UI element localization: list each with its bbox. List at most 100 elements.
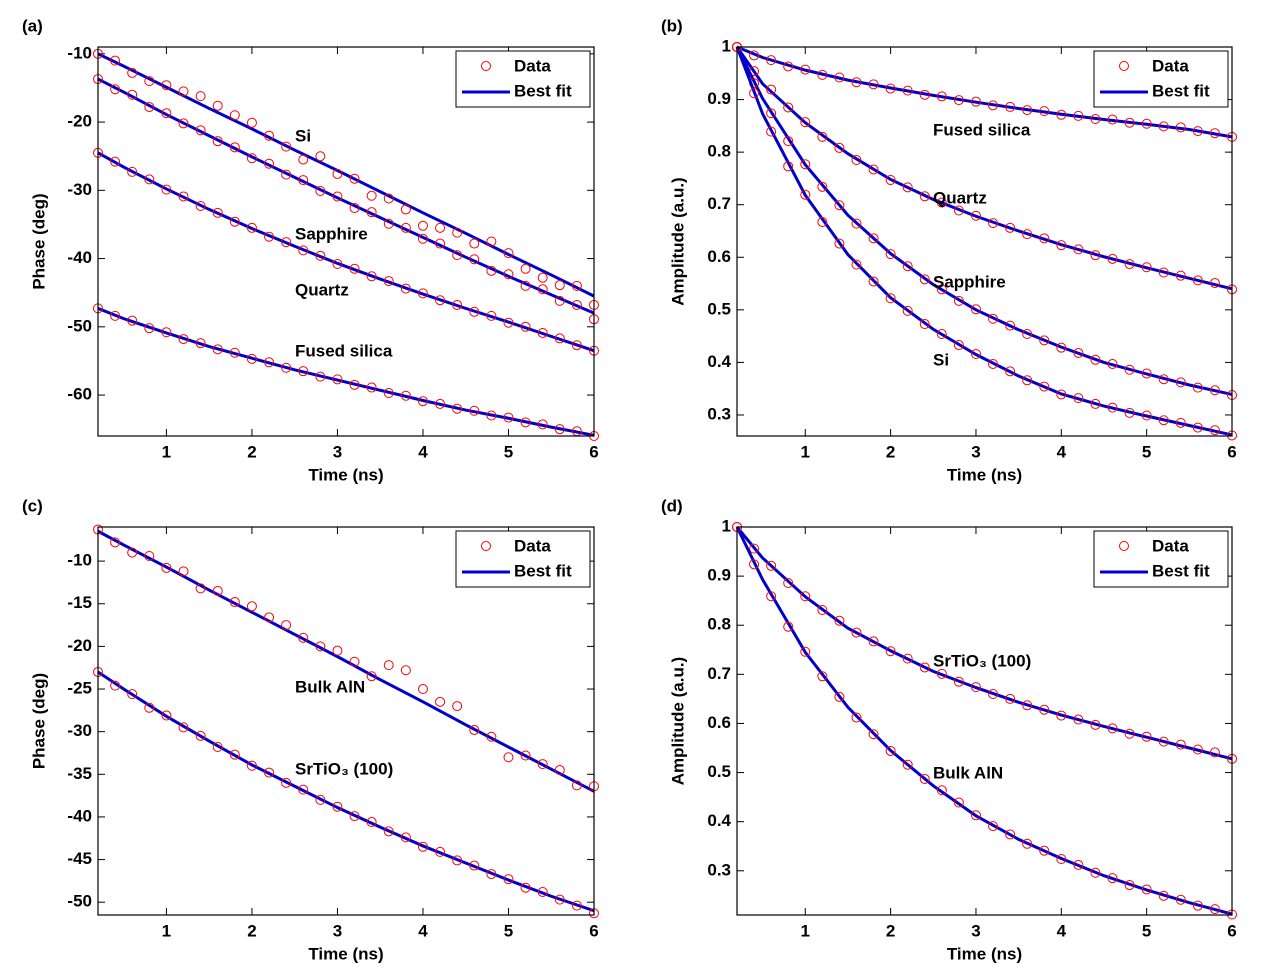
x-tick-label: 3 [333,921,342,940]
data-point [332,374,343,385]
data-point [1158,890,1169,901]
data-point [435,696,446,707]
y-tick-label: 1 [722,516,731,535]
data-point [936,785,947,796]
data-point [400,283,411,294]
data-point [1124,728,1135,739]
data-point [537,272,548,283]
data-point [144,323,155,334]
data-point [1141,410,1152,421]
data-point [161,108,172,119]
series-label: Si [295,126,311,145]
data-point [766,84,777,95]
data-point [817,69,828,80]
x-tick-label: 3 [971,921,980,940]
data-point [349,379,360,390]
x-tick-label: 6 [1227,921,1236,940]
data-point [127,315,138,326]
data-point [970,682,981,693]
data-point [1005,101,1016,112]
data-point [1124,259,1135,270]
data-point [195,91,206,102]
data-point [281,620,292,631]
legend-label: Data [1152,56,1189,75]
data-point [161,327,172,338]
data-point [919,662,930,673]
legend-marker [481,61,491,71]
x-axis-label: Time (ns) [308,944,383,963]
data-point [1107,114,1118,125]
y-tick-label: -10 [67,551,92,570]
data-point [229,216,240,227]
data-point [1209,385,1220,396]
data-point [1039,845,1050,856]
y-tick-label: 0.6 [707,247,731,266]
data-point [264,231,275,242]
data-point [264,767,275,778]
data-point [298,154,309,165]
data-point [229,597,240,608]
legend-label: Best fit [514,81,572,100]
data-point [885,83,896,94]
data-point [1107,253,1118,264]
x-tick-label: 1 [801,442,810,461]
data-point [885,249,896,260]
x-tick-label: 4 [1057,921,1067,940]
data-point [1107,358,1118,369]
y-axis-label: Phase (deg) [29,673,48,769]
data-point [1158,415,1169,426]
legend-label: Data [1152,536,1189,555]
fit-line [97,529,595,793]
data-point [800,189,811,200]
x-axis-label: Time (ns) [947,944,1022,963]
y-tick-label: -50 [67,892,92,911]
data-point [902,759,913,770]
data-point [383,826,394,837]
y-tick-label: -15 [67,593,92,612]
data-point [1175,894,1186,905]
x-tick-label: 2 [886,442,895,461]
data-point [281,141,292,152]
data-point [1124,880,1135,891]
data-point [127,89,138,100]
data-point [554,894,565,905]
data-point [783,577,794,588]
data-point [988,358,999,369]
data-point [1192,744,1203,755]
data-point [503,874,514,885]
y-tick-label: 0.4 [707,352,731,371]
data-point [400,390,411,401]
data-point [315,250,326,261]
data-point [503,248,514,259]
data-point [366,207,377,218]
data-point [1073,347,1084,358]
series-label: SrTiO₃ (100) [295,759,393,778]
y-tick-label: -30 [67,180,92,199]
data-point [766,591,777,602]
data-point [1209,904,1220,915]
data-point [1175,377,1186,388]
y-tick-label: 0.6 [707,713,731,732]
panel-label: (d) [661,496,683,515]
data-point [1039,381,1050,392]
y-tick-label: -45 [67,849,92,868]
fit-line [735,46,1233,291]
y-tick-label: -20 [67,636,92,655]
data-point [178,191,189,202]
data-point [868,729,879,740]
data-point [1107,723,1118,734]
data-point [970,304,981,315]
data-point [520,280,531,291]
data-point [868,233,879,244]
data-point [1192,422,1203,433]
data-point [144,76,155,87]
data-point [1090,354,1101,365]
data-point [885,745,896,756]
legend-box [1093,50,1229,108]
x-tick-label: 5 [1142,921,1151,940]
data-point [417,220,428,231]
series-label: Sapphire [295,224,368,243]
data-point [144,174,155,185]
data-point [571,900,582,911]
data-point [571,299,582,310]
